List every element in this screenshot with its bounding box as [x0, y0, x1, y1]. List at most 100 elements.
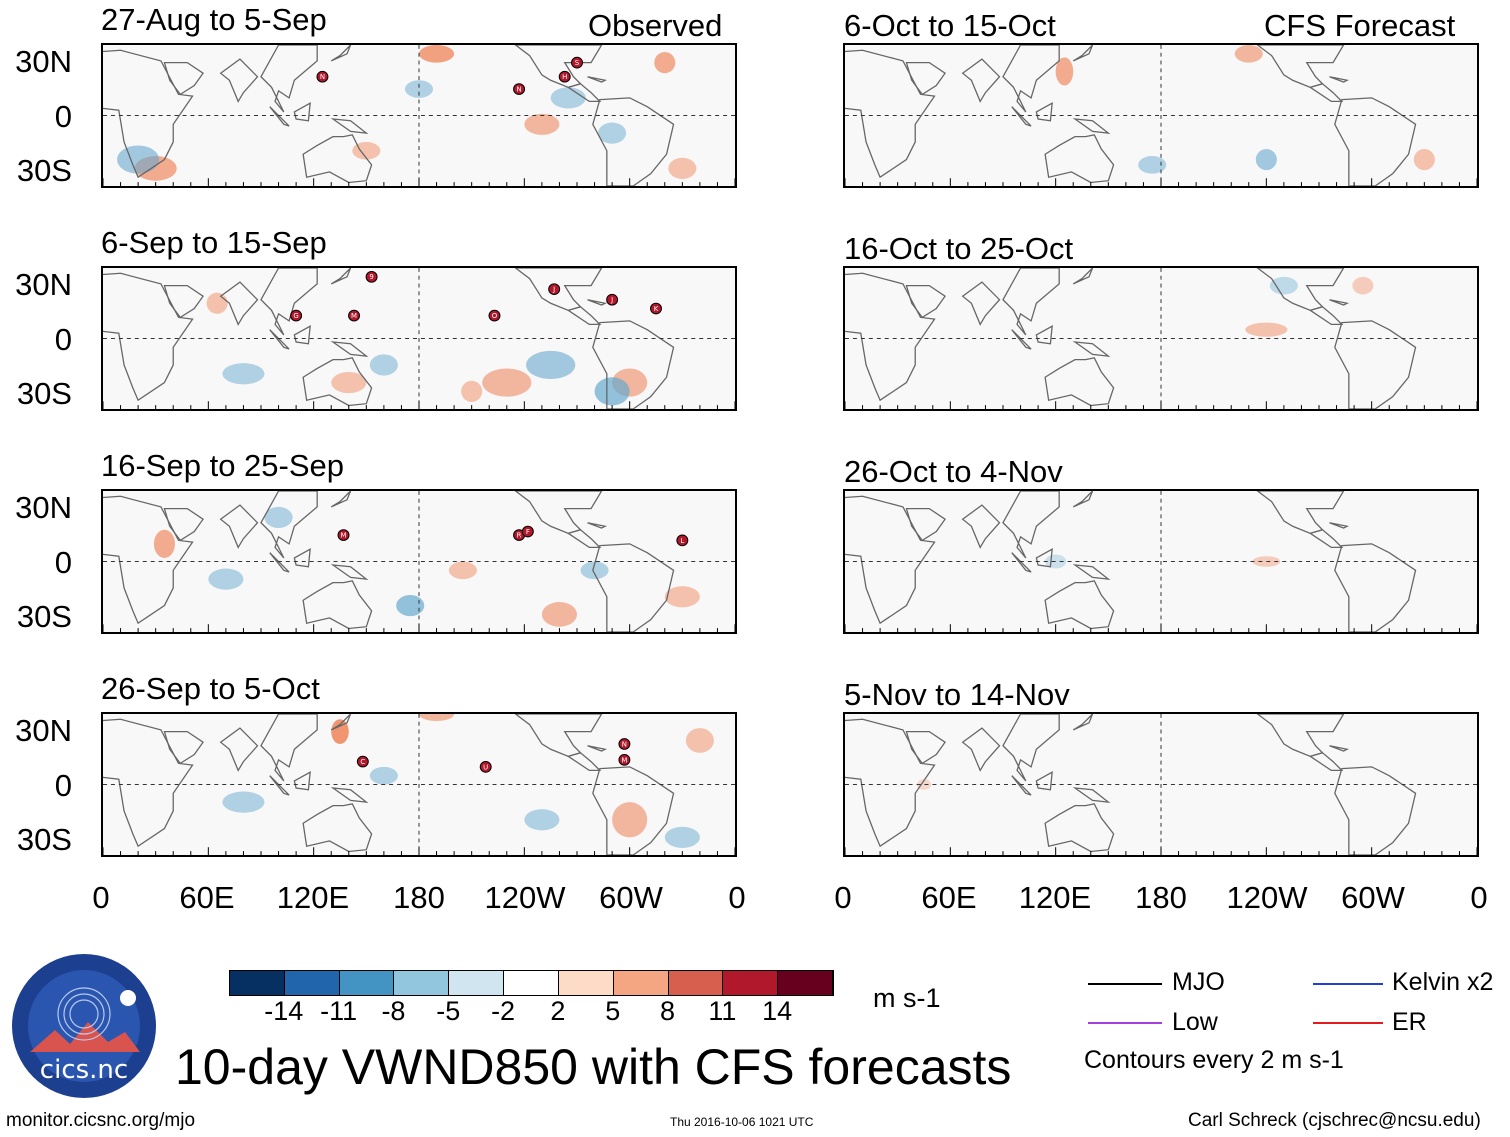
storm-marker: F: [521, 525, 534, 538]
coastline: [566, 306, 602, 326]
coastline: [1035, 102, 1053, 122]
coastline: [587, 522, 608, 529]
positive-anomaly-area: [331, 719, 349, 744]
coastline: [514, 45, 603, 88]
x-tick-label: 60E: [179, 880, 235, 915]
positive-anomaly-area: [1252, 556, 1281, 567]
svg-text:R: R: [517, 532, 522, 540]
coastline: [302, 134, 373, 184]
svg-text:O: O: [492, 312, 498, 320]
coastline: [905, 507, 946, 542]
positive-anomaly-area: [524, 113, 560, 135]
svg-text:L: L: [680, 537, 684, 545]
coastline: [103, 495, 194, 625]
coastline: [1334, 766, 1417, 855]
svg-text:J: J: [610, 296, 613, 304]
coastline: [302, 580, 373, 630]
footer-url[interactable]: monitor.cicsnc.org/mjo: [6, 1110, 196, 1131]
map-panel-right-2: [843, 266, 1479, 411]
coastline: [163, 730, 204, 765]
y-tick-label: 0: [54, 767, 72, 803]
storm-marker: J: [548, 283, 561, 295]
panel-title-left-4: 26-Sep to 5-Oct: [101, 671, 320, 706]
storm-marker: M: [618, 753, 631, 766]
x-tick-label: 60E: [921, 880, 977, 915]
coastline: [1002, 268, 1060, 336]
coastline: [592, 543, 675, 632]
colorbar-swatch: [339, 971, 395, 995]
y-tick-label: 0: [54, 321, 72, 357]
x-tick-label: 60W: [599, 880, 663, 915]
y-tick-label: 30S: [16, 375, 72, 411]
svg-text:H: H: [562, 73, 567, 81]
storm-marker: M: [348, 309, 361, 322]
x-tick-label: 0: [92, 880, 110, 915]
negative-anomaly-area: [598, 122, 627, 144]
storm-marker: J: [606, 293, 619, 306]
svg-text:G: G: [293, 312, 298, 320]
storm-marker: U: [479, 761, 492, 773]
negative-anomaly-area: [396, 594, 425, 617]
svg-text:9: 9: [369, 273, 373, 281]
coastline: [1334, 320, 1417, 409]
panel-title-right-1: 6-Oct to 15-Oct: [844, 8, 1056, 43]
positive-anomaly-area: [482, 368, 532, 397]
positive-anomaly-area: [206, 292, 228, 314]
coastline: [269, 552, 290, 573]
coastline: [1072, 118, 1111, 135]
legend-mjo-line: [1088, 983, 1162, 985]
negative-anomaly-area: [404, 80, 434, 98]
coastline: [1334, 97, 1417, 186]
coastline: [1329, 522, 1350, 529]
map-panel-right-4: [843, 712, 1479, 857]
svg-text:J: J: [552, 286, 555, 294]
coastline: [1044, 134, 1115, 184]
coastline: [103, 718, 194, 848]
coastline: [1256, 491, 1345, 534]
coastline: [219, 727, 259, 772]
coastline: [1011, 106, 1032, 127]
coastline: [1044, 803, 1115, 853]
coastline: [1329, 299, 1350, 306]
coastline: [260, 491, 318, 559]
coastline: [219, 58, 259, 103]
units-label: m s-1: [873, 983, 941, 1013]
colorbar-label: 14: [762, 996, 793, 1026]
storm-marker: K: [650, 302, 662, 315]
coastline: [330, 341, 369, 358]
svg-text:M: M: [621, 756, 627, 764]
storm-marker: S: [571, 56, 583, 69]
coastline: [269, 106, 290, 127]
x-tick-label: 60W: [1341, 880, 1405, 915]
coastline: [1072, 341, 1111, 358]
colorbar-label: -2: [491, 996, 516, 1026]
positive-anomaly-area: [419, 714, 455, 722]
x-tick-label: 0: [834, 880, 852, 915]
y-tick-label: 30N: [15, 44, 72, 80]
colorbar-label: -14: [264, 996, 304, 1026]
svg-text:M: M: [341, 532, 347, 540]
map-canvas: [845, 268, 1477, 409]
coastline: [566, 529, 602, 549]
map-canvas: M R F L: [103, 491, 735, 632]
coastline: [1256, 45, 1345, 88]
coastline: [1002, 45, 1060, 113]
positive-anomaly-area: [612, 802, 648, 838]
colorbar-swatch: [449, 971, 505, 995]
coastline: [587, 76, 608, 83]
panel-title-left-2: 6-Sep to 15-Sep: [101, 225, 327, 260]
coastline: [1072, 491, 1094, 508]
coastline: [845, 718, 936, 848]
svg-text:K: K: [654, 305, 659, 313]
positive-anomaly-area: [1413, 148, 1435, 171]
coastline: [293, 771, 311, 791]
storm-marker: L: [676, 534, 689, 547]
colorbar-swatch: [723, 971, 779, 995]
coastline: [1011, 552, 1032, 573]
coastline: [1334, 543, 1417, 632]
storm-marker: O: [488, 309, 501, 322]
coastline: [302, 803, 373, 853]
positive-anomaly-area: [461, 380, 483, 402]
coastline: [961, 281, 1001, 326]
